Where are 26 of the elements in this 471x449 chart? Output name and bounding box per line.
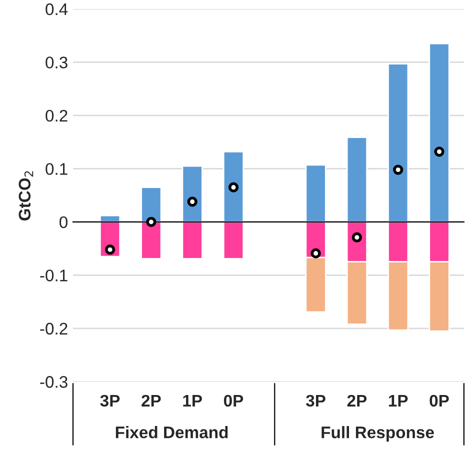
y-tick-label: -0.1 xyxy=(40,270,68,282)
x-tick-label: 2P xyxy=(142,394,161,406)
y-tick-label: -0.2 xyxy=(40,322,68,335)
y-tick-label: 0.1 xyxy=(46,163,68,175)
y-tick-label: 0.2 xyxy=(46,110,68,122)
x-tick-label: 0P xyxy=(430,394,449,407)
x-tick-label: 3P xyxy=(100,394,120,407)
y-axis-title: GtCO$_{2}$ xyxy=(18,171,34,220)
y-tick-label: 0.4 xyxy=(46,3,68,16)
point xyxy=(187,196,198,207)
y-tick-label: 0 xyxy=(60,216,68,228)
text: Fixed Demand xyxy=(116,426,228,438)
point xyxy=(146,216,156,227)
point xyxy=(104,244,116,255)
y-tick-label: 0.3 xyxy=(46,56,68,68)
x-tick-label: 1P xyxy=(388,394,408,406)
y-tick-label: -0.3 xyxy=(40,376,68,388)
point xyxy=(393,164,404,175)
x-tick-label: 2P xyxy=(347,394,367,406)
point xyxy=(310,248,321,258)
point xyxy=(434,146,444,157)
x-tick-label: 3P xyxy=(306,394,326,407)
x-tick-label: 0P xyxy=(224,394,244,407)
point xyxy=(228,182,239,192)
text: Full Response xyxy=(322,426,434,442)
x-tick-label: 1P xyxy=(183,394,202,406)
